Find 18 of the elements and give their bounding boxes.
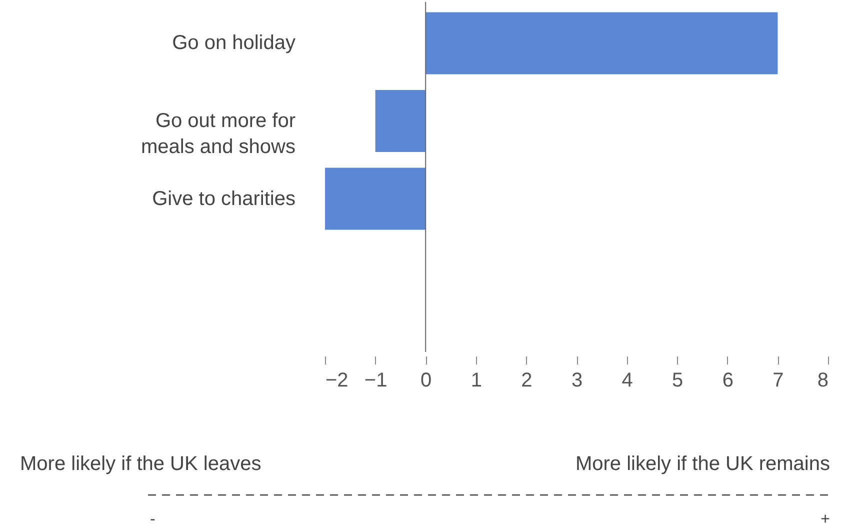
x-tick-label: 3 [571,370,583,392]
text: + [820,511,830,526]
text: More likely if the UK leaves [20,453,262,475]
x-tick-label: 6 [722,370,734,392]
x-tick-label: 7 [772,370,784,392]
x-tick-label: 2 [521,370,532,392]
x-tick-label: 1 [470,370,482,392]
x-tick-label: 5 [672,370,684,392]
y-tick-label: Go on holiday [172,32,296,54]
y-tick-label: Go out more for meals and shows [140,110,296,158]
x-tick-label: 8 [817,370,828,392]
text: More likely if the UK remains [575,453,830,475]
y-tick-label: Give to charities [152,188,296,210]
x-tick-label: −1 [364,370,388,392]
text: - [150,511,156,526]
x-tick-label: 4 [622,370,633,392]
x-tick-label: 0 [420,370,432,392]
x-tick-label: −2 [326,370,348,392]
